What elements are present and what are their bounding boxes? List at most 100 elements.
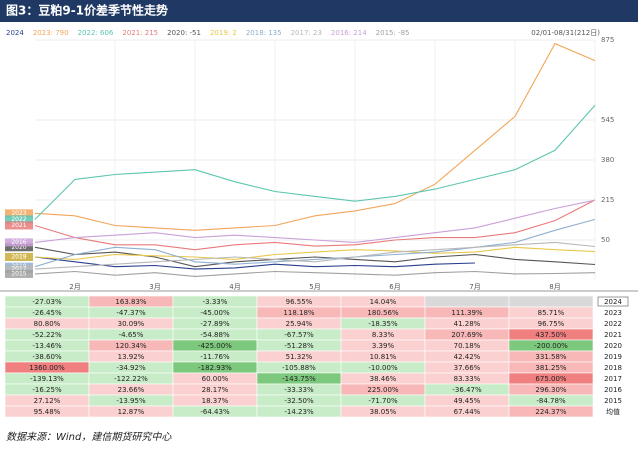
row-label: 2017 bbox=[604, 375, 622, 383]
cell-text: 331.58% bbox=[535, 353, 566, 361]
series-tag-label: 2021 bbox=[11, 222, 26, 229]
cell-text: 13.92% bbox=[118, 353, 145, 361]
series-line bbox=[34, 199, 596, 243]
row-label: 2015 bbox=[604, 397, 622, 405]
cell-text: 38.46% bbox=[370, 375, 397, 383]
cell-text: -16.25% bbox=[32, 386, 62, 394]
cell-text: 163.83% bbox=[115, 298, 146, 306]
cell-text: 49.45% bbox=[454, 397, 481, 405]
cell-text: 14.04% bbox=[370, 298, 397, 306]
cell-text: 118.18% bbox=[283, 309, 314, 317]
cell-text: 96.75% bbox=[538, 320, 565, 328]
cell-text: -47.37% bbox=[116, 309, 146, 317]
cell-text: 225.00% bbox=[367, 386, 398, 394]
cell-text: -11.76% bbox=[200, 353, 230, 361]
title: 图3：豆粕9-1价差季节性走势 bbox=[6, 3, 168, 18]
x-tick-label: 7月 bbox=[469, 283, 480, 291]
cell-text: 60.00% bbox=[202, 375, 229, 383]
cell-text: 23.66% bbox=[118, 386, 145, 394]
row-label: 2018 bbox=[604, 364, 622, 372]
x-tick-label: 2月 bbox=[69, 283, 80, 291]
cell-text: 38.05% bbox=[370, 408, 397, 416]
series-tag bbox=[5, 209, 33, 218]
cell-text: 180.56% bbox=[367, 309, 398, 317]
cell-text: -143.75% bbox=[282, 375, 316, 383]
row-label: 2016 bbox=[604, 386, 622, 394]
series-line bbox=[34, 218, 596, 268]
cell-text: -84.78% bbox=[536, 397, 566, 405]
y-tick-label: 875 bbox=[601, 36, 614, 44]
legend-entry: 2018: 135 bbox=[246, 29, 282, 37]
cell-text: -52.22% bbox=[32, 331, 62, 339]
row-label: 2024 bbox=[604, 298, 622, 306]
cell-text: 67.44% bbox=[454, 408, 481, 416]
cell-text: 85.71% bbox=[538, 309, 565, 317]
cell-text: -18.35% bbox=[368, 320, 398, 328]
cell-text: 70.18% bbox=[454, 342, 481, 350]
cell-text: 18.37% bbox=[202, 397, 229, 405]
cell-text: -51.28% bbox=[284, 342, 314, 350]
series-tag bbox=[5, 269, 33, 278]
y-tick-label: 50 bbox=[601, 236, 610, 244]
cell-text: -13.46% bbox=[32, 342, 62, 350]
legend-entry: 2022: 606 bbox=[78, 29, 114, 37]
series-line bbox=[34, 246, 596, 260]
cell-text: 437.50% bbox=[535, 331, 566, 339]
legend-entry: 2015: -85 bbox=[376, 29, 410, 37]
cell-text: -32.50% bbox=[284, 397, 314, 405]
cell-text: -64.43% bbox=[200, 408, 230, 416]
cell-text: 30.09% bbox=[118, 320, 145, 328]
series-tag-label: 2020 bbox=[11, 244, 26, 251]
cell-text: -45.00% bbox=[200, 309, 230, 317]
cell-text: -13.95% bbox=[116, 397, 146, 405]
row-label: 2019 bbox=[604, 353, 622, 361]
cell-text: 80.80% bbox=[34, 320, 61, 328]
source: 数据来源：Wind，建信期货研究中心 bbox=[6, 431, 172, 443]
row-label: 均值 bbox=[606, 407, 620, 416]
cell-text: 3.39% bbox=[372, 342, 395, 350]
cell-text: -71.70% bbox=[368, 397, 398, 405]
series-tag bbox=[5, 221, 33, 230]
row-label-box bbox=[597, 296, 629, 307]
series-tag-label: 2015 bbox=[11, 270, 26, 277]
row-label: 2023 bbox=[604, 309, 622, 317]
cell-text: -36.47% bbox=[452, 386, 482, 394]
title-bar bbox=[0, 0, 638, 22]
cell-text: -139.13% bbox=[30, 375, 64, 383]
cell-text: 28.17% bbox=[202, 386, 229, 394]
series-tag-label: 2022 bbox=[11, 216, 26, 223]
series-tag bbox=[5, 238, 33, 247]
cell-text: -33.33% bbox=[284, 386, 314, 394]
series-tag-label: 2019 bbox=[11, 253, 26, 260]
cell-text: -425.00% bbox=[198, 342, 232, 350]
cell-text: -27.89% bbox=[200, 320, 230, 328]
cell-text: 27.12% bbox=[34, 397, 61, 405]
table-cell bbox=[424, 295, 510, 308]
cell-text: 41.28% bbox=[454, 320, 481, 328]
cell-text: -10.00% bbox=[368, 364, 398, 372]
x-tick-label: 5月 bbox=[309, 283, 320, 291]
series-tag bbox=[5, 265, 33, 274]
cell-text: -122.22% bbox=[114, 375, 148, 383]
legend-entry: 2016: 214 bbox=[331, 29, 367, 37]
cell-text: -3.33% bbox=[203, 298, 228, 306]
cell-text: -4.65% bbox=[119, 331, 144, 339]
cell-text: 675.00% bbox=[535, 375, 566, 383]
series-tag-label: 2016 bbox=[11, 239, 26, 246]
cell-text: 37.66% bbox=[454, 364, 481, 372]
cell-text: 111.39% bbox=[451, 309, 482, 317]
legend-entry: 2019: 2 bbox=[210, 29, 237, 37]
cell-text: 96.55% bbox=[286, 298, 313, 306]
date-range: 02/01-08/31(212日) bbox=[531, 29, 600, 37]
table-cell bbox=[508, 295, 594, 308]
row-label: 2021 bbox=[604, 331, 622, 339]
x-tick-label: 6月 bbox=[389, 283, 400, 291]
series-line bbox=[34, 256, 476, 270]
legend-entry: 2020: -51 bbox=[167, 29, 201, 37]
series-tag bbox=[5, 252, 33, 261]
cell-text: -54.88% bbox=[200, 331, 230, 339]
series-line bbox=[34, 199, 596, 251]
series-tag bbox=[5, 215, 33, 224]
legend-entry: 2021: 215 bbox=[122, 29, 158, 37]
